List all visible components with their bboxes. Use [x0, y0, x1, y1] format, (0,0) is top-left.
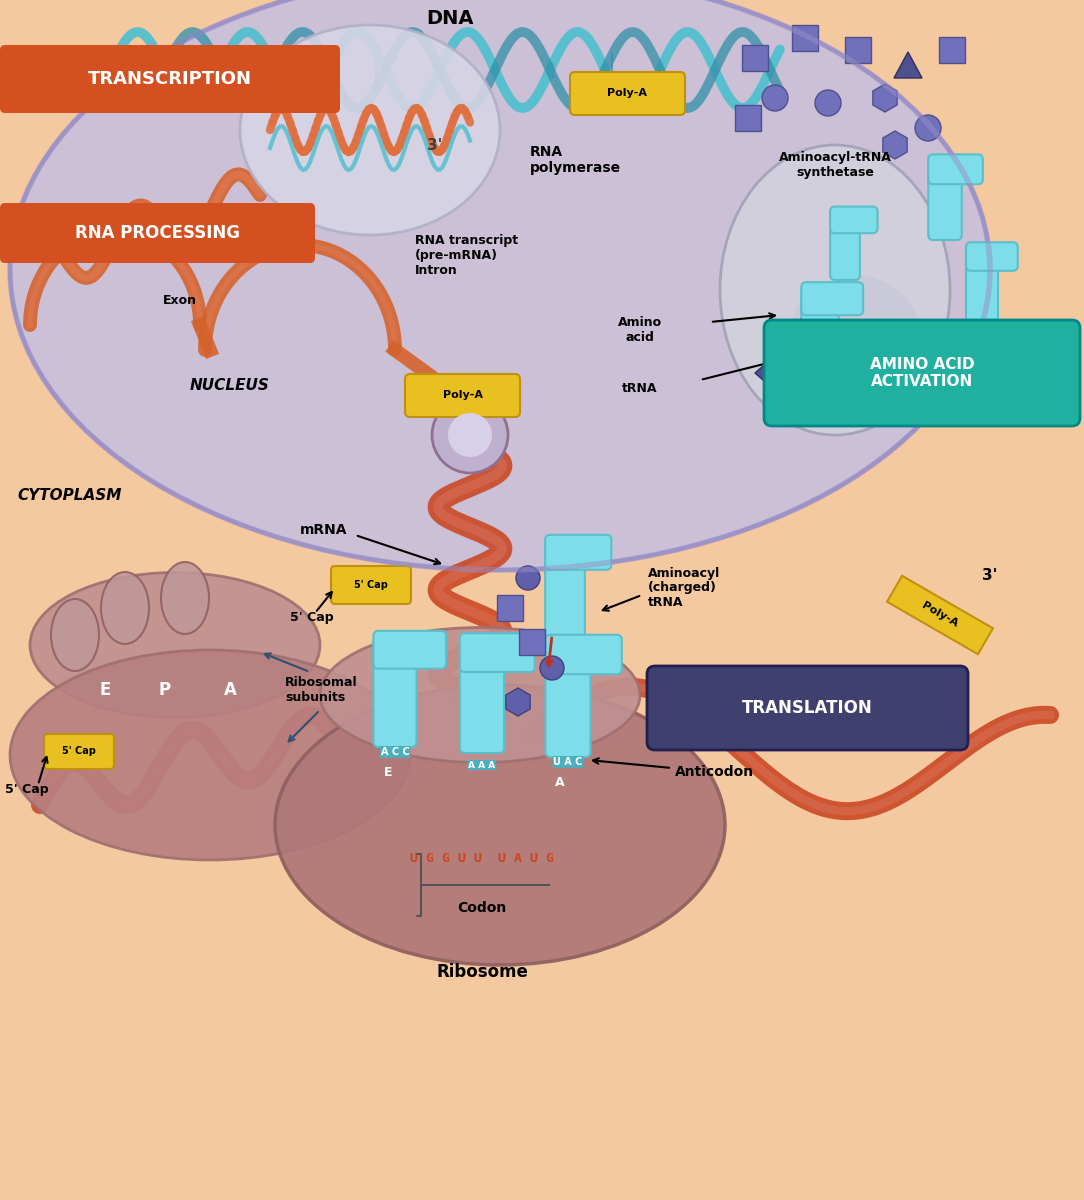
Ellipse shape: [275, 685, 725, 965]
FancyBboxPatch shape: [570, 72, 685, 115]
Text: Poly-A: Poly-A: [442, 390, 482, 401]
Text: Aminoacyl-tRNA
synthetase: Aminoacyl-tRNA synthetase: [778, 151, 891, 179]
FancyBboxPatch shape: [545, 540, 585, 640]
Text: Poly-A: Poly-A: [607, 89, 647, 98]
Circle shape: [915, 115, 941, 140]
Bar: [735, 104, 761, 131]
Text: Ribosomal
subunits: Ribosomal subunits: [285, 676, 358, 704]
Circle shape: [448, 413, 492, 457]
FancyBboxPatch shape: [545, 535, 611, 570]
Bar: [792, 25, 818, 52]
Circle shape: [815, 90, 841, 116]
Text: 5' Cap: 5' Cap: [5, 784, 49, 797]
Ellipse shape: [162, 562, 209, 634]
FancyBboxPatch shape: [801, 287, 839, 380]
Ellipse shape: [10, 0, 990, 570]
Text: A: A: [223, 680, 236, 698]
FancyBboxPatch shape: [966, 246, 998, 323]
Text: U G G U U  U A U G: U G G U U U A U G: [410, 852, 554, 864]
Text: RNA PROCESSING: RNA PROCESSING: [75, 224, 240, 242]
Ellipse shape: [51, 599, 99, 671]
Ellipse shape: [720, 145, 950, 434]
Text: RNA
polymerase: RNA polymerase: [530, 145, 621, 175]
Text: Anticodon: Anticodon: [675, 766, 754, 779]
FancyBboxPatch shape: [374, 637, 416, 746]
Text: RNA transcript
(pre-mRNA)
Intron: RNA transcript (pre-mRNA) Intron: [415, 234, 518, 276]
Polygon shape: [506, 688, 530, 716]
Bar: [743, 44, 767, 71]
Text: mRNA: mRNA: [300, 523, 348, 538]
Text: E: E: [384, 766, 392, 779]
Circle shape: [433, 397, 508, 473]
Bar: [496, 595, 522, 622]
Circle shape: [762, 85, 788, 110]
Polygon shape: [887, 576, 993, 654]
Bar: [846, 37, 872, 62]
Text: Exon: Exon: [163, 294, 197, 306]
FancyBboxPatch shape: [830, 210, 860, 280]
Circle shape: [516, 566, 540, 590]
Text: 5' RNA
transcript: 5' RNA transcript: [20, 211, 89, 239]
FancyBboxPatch shape: [0, 203, 315, 263]
Text: CYTOPLASM: CYTOPLASM: [17, 487, 122, 503]
FancyBboxPatch shape: [460, 640, 504, 754]
FancyBboxPatch shape: [460, 634, 534, 672]
Bar: [519, 629, 545, 655]
Text: A: A: [555, 775, 565, 788]
FancyBboxPatch shape: [0, 44, 340, 113]
Text: DNA: DNA: [426, 8, 474, 28]
Text: AMINO ACID
ACTIVATION: AMINO ACID ACTIVATION: [869, 356, 975, 389]
Ellipse shape: [785, 275, 925, 425]
Text: E: E: [100, 680, 111, 698]
Text: 3': 3': [982, 568, 997, 582]
FancyBboxPatch shape: [545, 641, 591, 757]
FancyBboxPatch shape: [966, 242, 1018, 271]
Ellipse shape: [101, 572, 149, 644]
Text: NUCLEUS: NUCLEUS: [190, 378, 270, 392]
FancyBboxPatch shape: [44, 734, 114, 769]
Text: 5' Cap: 5' Cap: [291, 612, 334, 624]
Circle shape: [540, 656, 564, 680]
Ellipse shape: [240, 25, 500, 235]
Text: A C C: A C C: [380, 746, 410, 757]
FancyBboxPatch shape: [331, 566, 411, 604]
Text: 5' Cap: 5' Cap: [62, 746, 96, 756]
Polygon shape: [882, 131, 907, 158]
Text: Poly-A: Poly-A: [920, 601, 959, 629]
FancyBboxPatch shape: [801, 282, 863, 316]
Polygon shape: [873, 84, 898, 112]
Bar: [939, 37, 965, 62]
Ellipse shape: [320, 628, 640, 762]
FancyBboxPatch shape: [647, 666, 968, 750]
Text: TRANSCRIPTION: TRANSCRIPTION: [88, 70, 251, 88]
FancyBboxPatch shape: [830, 206, 878, 233]
FancyBboxPatch shape: [764, 320, 1080, 426]
Text: P: P: [159, 680, 171, 698]
FancyBboxPatch shape: [545, 635, 622, 674]
Text: tRNA: tRNA: [622, 382, 658, 395]
Text: Codon: Codon: [457, 901, 506, 914]
Polygon shape: [754, 338, 795, 408]
Ellipse shape: [10, 650, 410, 860]
Text: 3': 3': [427, 138, 442, 152]
FancyBboxPatch shape: [928, 158, 962, 240]
Text: 5' Cap: 5' Cap: [354, 580, 388, 590]
Ellipse shape: [30, 572, 320, 718]
FancyBboxPatch shape: [928, 155, 983, 184]
Text: Ribosome: Ribosome: [436, 962, 528, 982]
Text: Aminoacyl
(charged)
tRNA: Aminoacyl (charged) tRNA: [648, 566, 720, 610]
Text: A A A: A A A: [468, 761, 495, 769]
FancyBboxPatch shape: [405, 374, 520, 416]
Text: TRANSLATION: TRANSLATION: [741, 698, 873, 716]
Text: U A C: U A C: [553, 757, 583, 767]
Polygon shape: [894, 52, 922, 78]
Text: Amino
acid: Amino acid: [618, 316, 662, 344]
FancyBboxPatch shape: [374, 631, 447, 668]
